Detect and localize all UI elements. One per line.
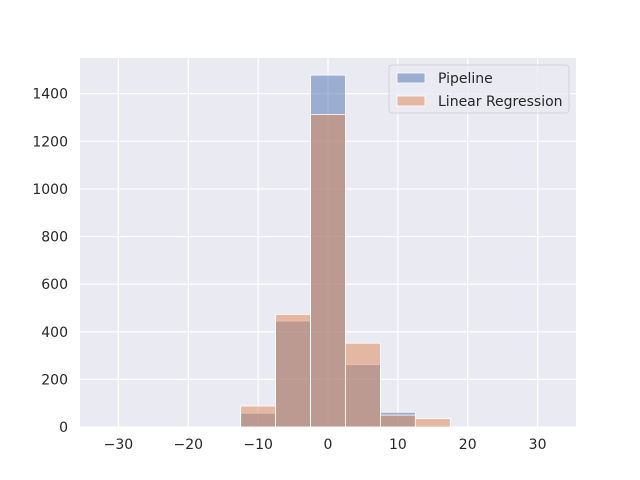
legend-label: Linear Regression <box>438 94 563 110</box>
legend-label: Pipeline <box>438 71 493 87</box>
bar-linear-regression <box>414 418 451 428</box>
bar-linear-regression <box>275 313 311 428</box>
y-tick-label: 1000 <box>32 182 68 198</box>
x-tick-label: 0 <box>324 437 333 453</box>
x-tick-label: 30 <box>529 437 547 453</box>
bar-linear-regression <box>240 405 277 428</box>
y-tick-label: 600 <box>41 277 68 293</box>
bar-linear-regression <box>379 414 416 428</box>
bars <box>240 74 451 428</box>
y-tick-label: 1200 <box>32 134 68 150</box>
x-axis-ticks: −30 −20 −10 0 10 20 30 <box>104 437 547 453</box>
bar-linear-regression <box>345 342 381 428</box>
x-tick-label: −20 <box>174 437 204 453</box>
y-axis-ticks: 0 200 400 600 800 1000 1200 1400 <box>32 87 68 436</box>
y-tick-label: 0 <box>59 420 68 436</box>
legend-swatch <box>396 72 426 84</box>
x-tick-label: 10 <box>389 437 407 453</box>
x-tick-label: −10 <box>243 437 273 453</box>
legend-swatch <box>396 95 426 107</box>
bar-linear-regression <box>310 114 346 428</box>
y-tick-label: 1400 <box>32 87 68 103</box>
legend-box <box>388 64 570 114</box>
x-tick-label: 20 <box>459 437 477 453</box>
x-tick-label: −30 <box>104 437 134 453</box>
y-tick-label: 200 <box>41 372 68 388</box>
y-tick-label: 800 <box>41 230 68 246</box>
y-tick-label: 400 <box>41 325 68 341</box>
legend: Pipeline Linear Regression <box>388 64 570 114</box>
